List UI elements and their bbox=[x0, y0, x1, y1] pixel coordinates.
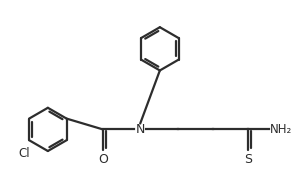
Text: NH₂: NH₂ bbox=[270, 123, 292, 136]
Text: N: N bbox=[136, 123, 145, 136]
Text: Cl: Cl bbox=[19, 147, 30, 160]
Text: O: O bbox=[98, 153, 108, 166]
Text: S: S bbox=[244, 153, 252, 166]
